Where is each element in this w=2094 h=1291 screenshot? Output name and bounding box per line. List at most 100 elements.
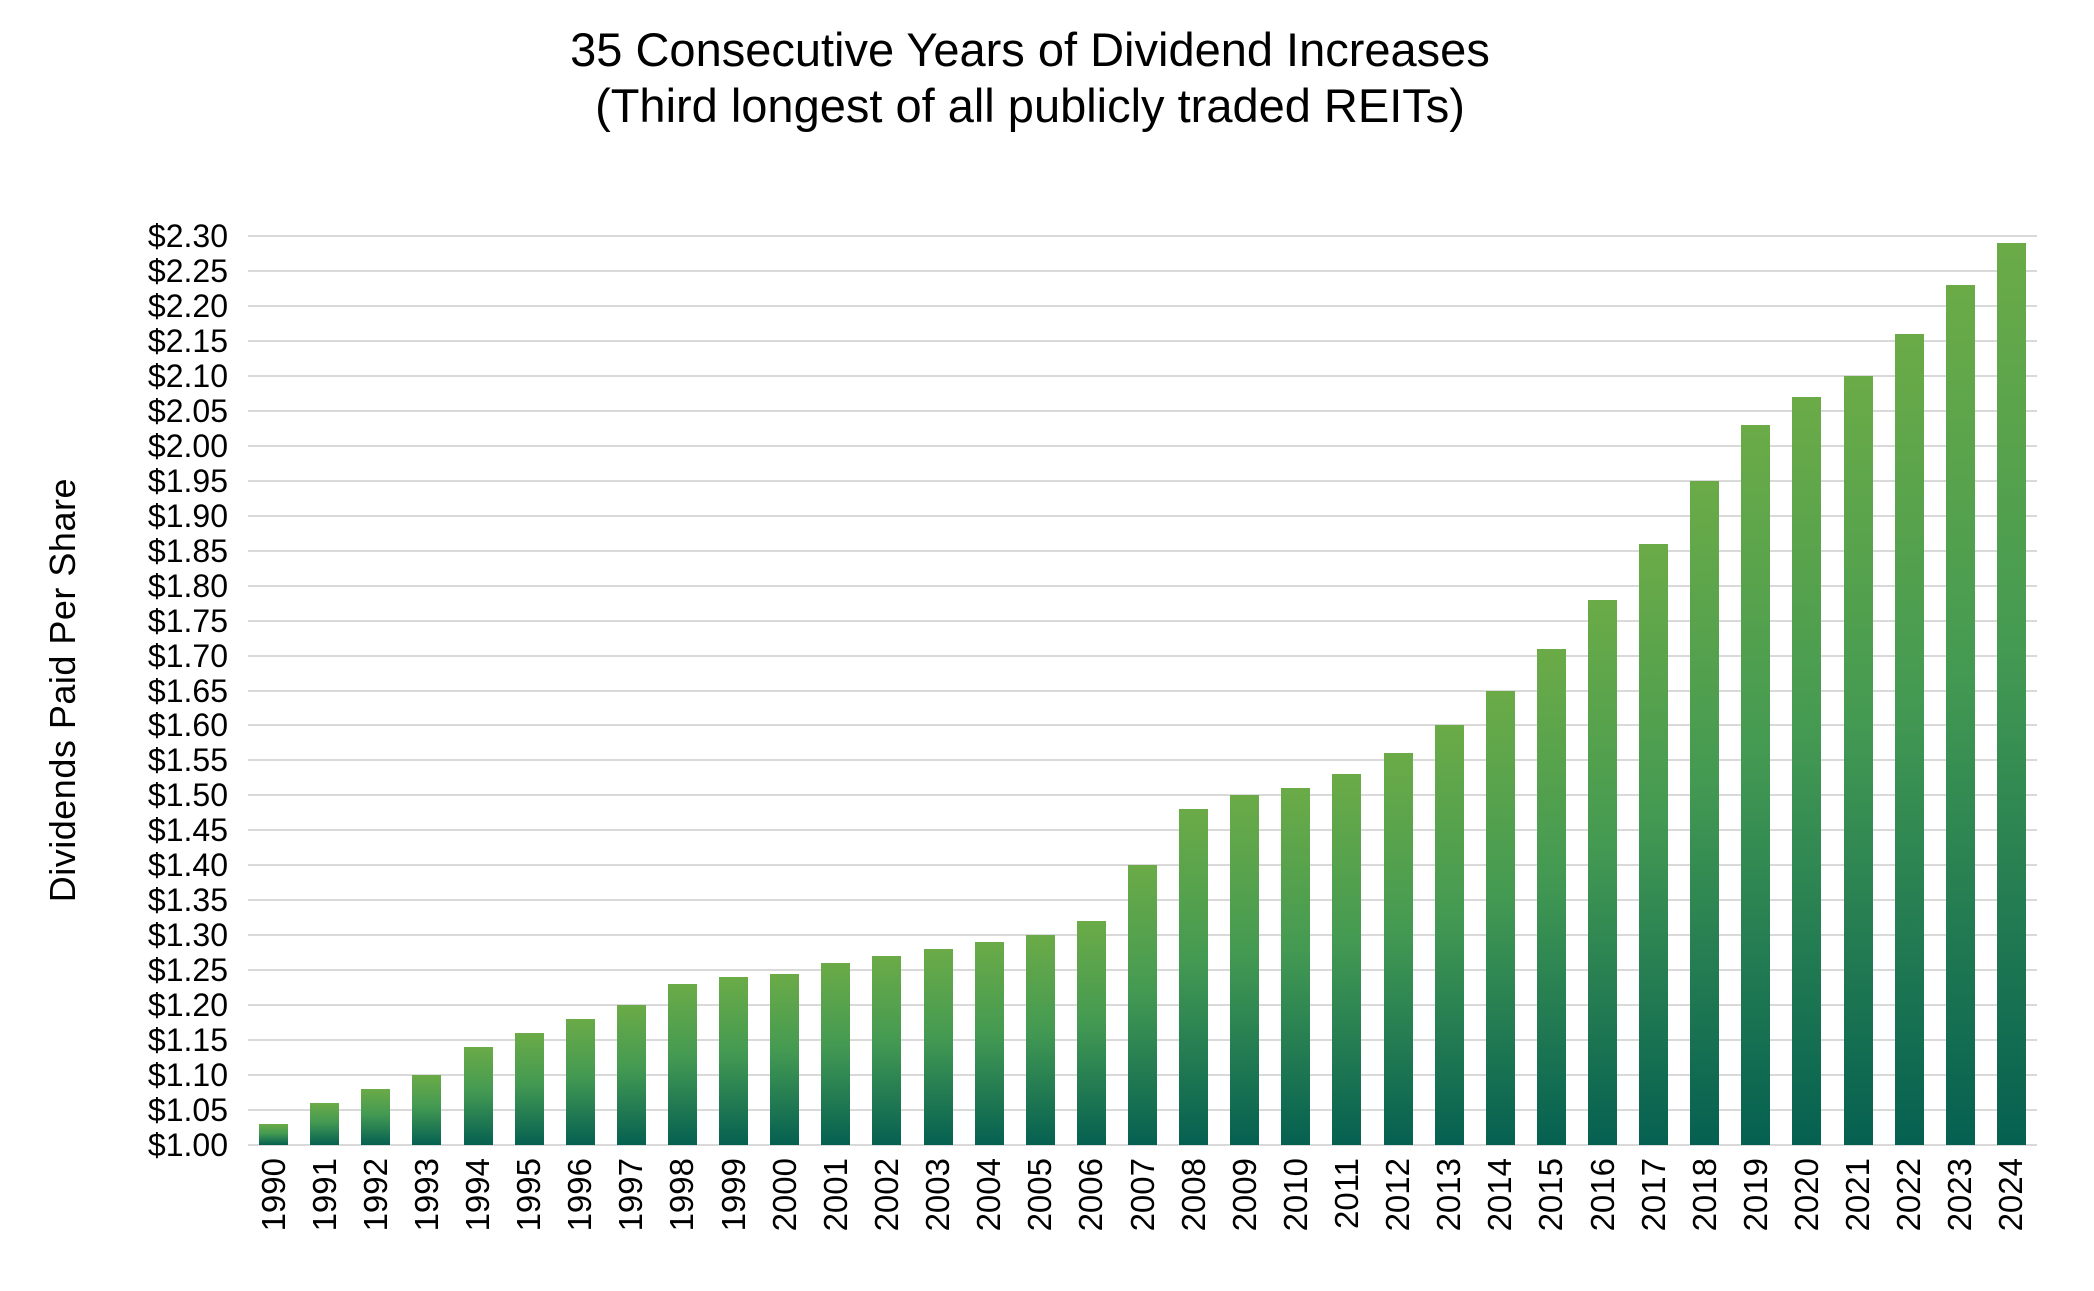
- gridline: [248, 1144, 2037, 1146]
- x-axis-label-1996: 1996: [561, 1158, 599, 1232]
- y-tick-label: $1.00: [147, 1127, 228, 1163]
- y-tick-label: $2.15: [147, 322, 228, 359]
- gridline: [248, 619, 2037, 622]
- bar-2007: [1128, 865, 1157, 1145]
- x-axis-label-1997: 1997: [612, 1158, 650, 1232]
- gridline: [248, 514, 2037, 517]
- y-tick-label: $1.85: [147, 532, 228, 569]
- x-axis-label-2006: 2006: [1072, 1158, 1110, 1232]
- bar-2003: [923, 949, 953, 1145]
- x-axis-label-1993: 1993: [407, 1158, 445, 1232]
- x-axis-label-1992: 1992: [356, 1158, 394, 1232]
- y-tick-label: $1.25: [147, 952, 228, 989]
- x-axis-label-2016: 2016: [1583, 1158, 1621, 1232]
- x-axis-label-1999: 1999: [714, 1158, 752, 1232]
- y-tick-label: $2.20: [147, 287, 228, 324]
- bar-1991: [310, 1103, 340, 1145]
- bar-2016: [1588, 599, 1618, 1145]
- x-axis-label-2017: 2017: [1634, 1158, 1672, 1232]
- x-axis-label-1991: 1991: [305, 1158, 343, 1232]
- bar-1995: [514, 1033, 544, 1145]
- bar-2018: [1690, 480, 1720, 1145]
- bar-2002: [872, 956, 902, 1145]
- gridline: [248, 689, 2037, 692]
- chart-title-block: 35 Consecutive Years of Dividend Increas…: [0, 22, 2060, 134]
- x-axis-label-2003: 2003: [919, 1158, 957, 1232]
- y-tick-label: $2.10: [147, 357, 228, 394]
- bar-2013: [1434, 725, 1464, 1145]
- y-tick-label: $1.40: [147, 847, 228, 884]
- bar-2015: [1536, 648, 1566, 1145]
- x-axis-label-2005: 2005: [1021, 1158, 1059, 1232]
- y-tick-label: $2.30: [147, 218, 228, 254]
- y-tick-label: $1.45: [147, 812, 228, 849]
- y-tick-label: $1.30: [147, 917, 228, 954]
- gridline: [248, 654, 2037, 657]
- gridline: [248, 374, 2037, 377]
- gridline: [248, 304, 2037, 307]
- bar-1994: [463, 1047, 493, 1145]
- y-tick-label: $1.65: [147, 672, 228, 709]
- x-axis-label-2018: 2018: [1685, 1158, 1723, 1232]
- gridline: [248, 339, 2037, 342]
- bar-2017: [1639, 543, 1669, 1145]
- x-axis-label-2023: 2023: [1941, 1158, 1979, 1232]
- bar-2023: [1945, 284, 1975, 1145]
- x-axis-label-2019: 2019: [1736, 1158, 1774, 1232]
- x-axis-label-2002: 2002: [867, 1158, 905, 1232]
- bar-2012: [1383, 753, 1413, 1145]
- x-axis-label-2007: 2007: [1123, 1158, 1161, 1232]
- x-axis-label-2024: 2024: [1992, 1158, 2030, 1232]
- y-tick-label: $1.60: [147, 707, 228, 744]
- bar-2010: [1281, 788, 1311, 1145]
- y-tick-label: $1.70: [147, 637, 228, 674]
- gridline: [248, 759, 2037, 762]
- bar-2001: [821, 963, 851, 1145]
- y-tick-label: $1.20: [147, 987, 228, 1024]
- chart-title: 35 Consecutive Years of Dividend Increas…: [570, 23, 1490, 76]
- bar-1997: [616, 1005, 646, 1145]
- bar-2020: [1792, 396, 1822, 1145]
- gridline: [248, 269, 2037, 272]
- x-axis-label-2001: 2001: [816, 1158, 854, 1232]
- bar-1993: [412, 1075, 442, 1145]
- x-axis-label-2015: 2015: [1532, 1158, 1570, 1232]
- y-tick-label: $1.80: [147, 567, 228, 604]
- plot-area: [248, 235, 2037, 1146]
- x-axis-label-2022: 2022: [1890, 1158, 1928, 1232]
- bar-1998: [667, 984, 697, 1145]
- gridline: [248, 549, 2037, 552]
- bar-2000: [770, 973, 800, 1145]
- y-tick-label: $2.00: [147, 427, 228, 464]
- x-axis-label-2010: 2010: [1276, 1158, 1314, 1232]
- bar-2004: [974, 942, 1004, 1145]
- bar-2022: [1894, 333, 1924, 1145]
- y-tick-label: $1.05: [147, 1092, 228, 1129]
- bar-2019: [1741, 424, 1771, 1145]
- gridline: [248, 724, 2037, 727]
- y-tick-label: $1.95: [147, 462, 228, 499]
- x-axis-label-1998: 1998: [663, 1158, 701, 1232]
- y-tick-label: $1.10: [147, 1057, 228, 1094]
- y-tick-label: $1.90: [147, 497, 228, 534]
- y-tick-label: $2.25: [147, 252, 228, 289]
- y-tick-label: $1.75: [147, 602, 228, 639]
- bar-1999: [719, 977, 749, 1145]
- x-axis-label-1990: 1990: [254, 1158, 292, 1232]
- bar-2008: [1179, 809, 1209, 1145]
- bar-2005: [1025, 935, 1055, 1145]
- bar-2021: [1843, 375, 1873, 1145]
- y-tick-label: $1.15: [147, 1022, 228, 1059]
- x-axis-label-2000: 2000: [765, 1158, 803, 1232]
- x-axis-label-2014: 2014: [1481, 1158, 1519, 1232]
- x-axis-label-2012: 2012: [1379, 1158, 1417, 1232]
- y-tick-label: $1.55: [147, 742, 228, 779]
- x-axis-label-2020: 2020: [1787, 1158, 1825, 1232]
- x-axis-label-1994: 1994: [459, 1158, 496, 1232]
- x-axis-label-2009: 2009: [1225, 1158, 1263, 1232]
- bar-2009: [1230, 795, 1260, 1145]
- x-axis-label-2013: 2013: [1430, 1158, 1468, 1232]
- y-tick-label: $2.05: [147, 392, 228, 429]
- gridline: [248, 829, 2037, 832]
- gridline: [248, 479, 2037, 482]
